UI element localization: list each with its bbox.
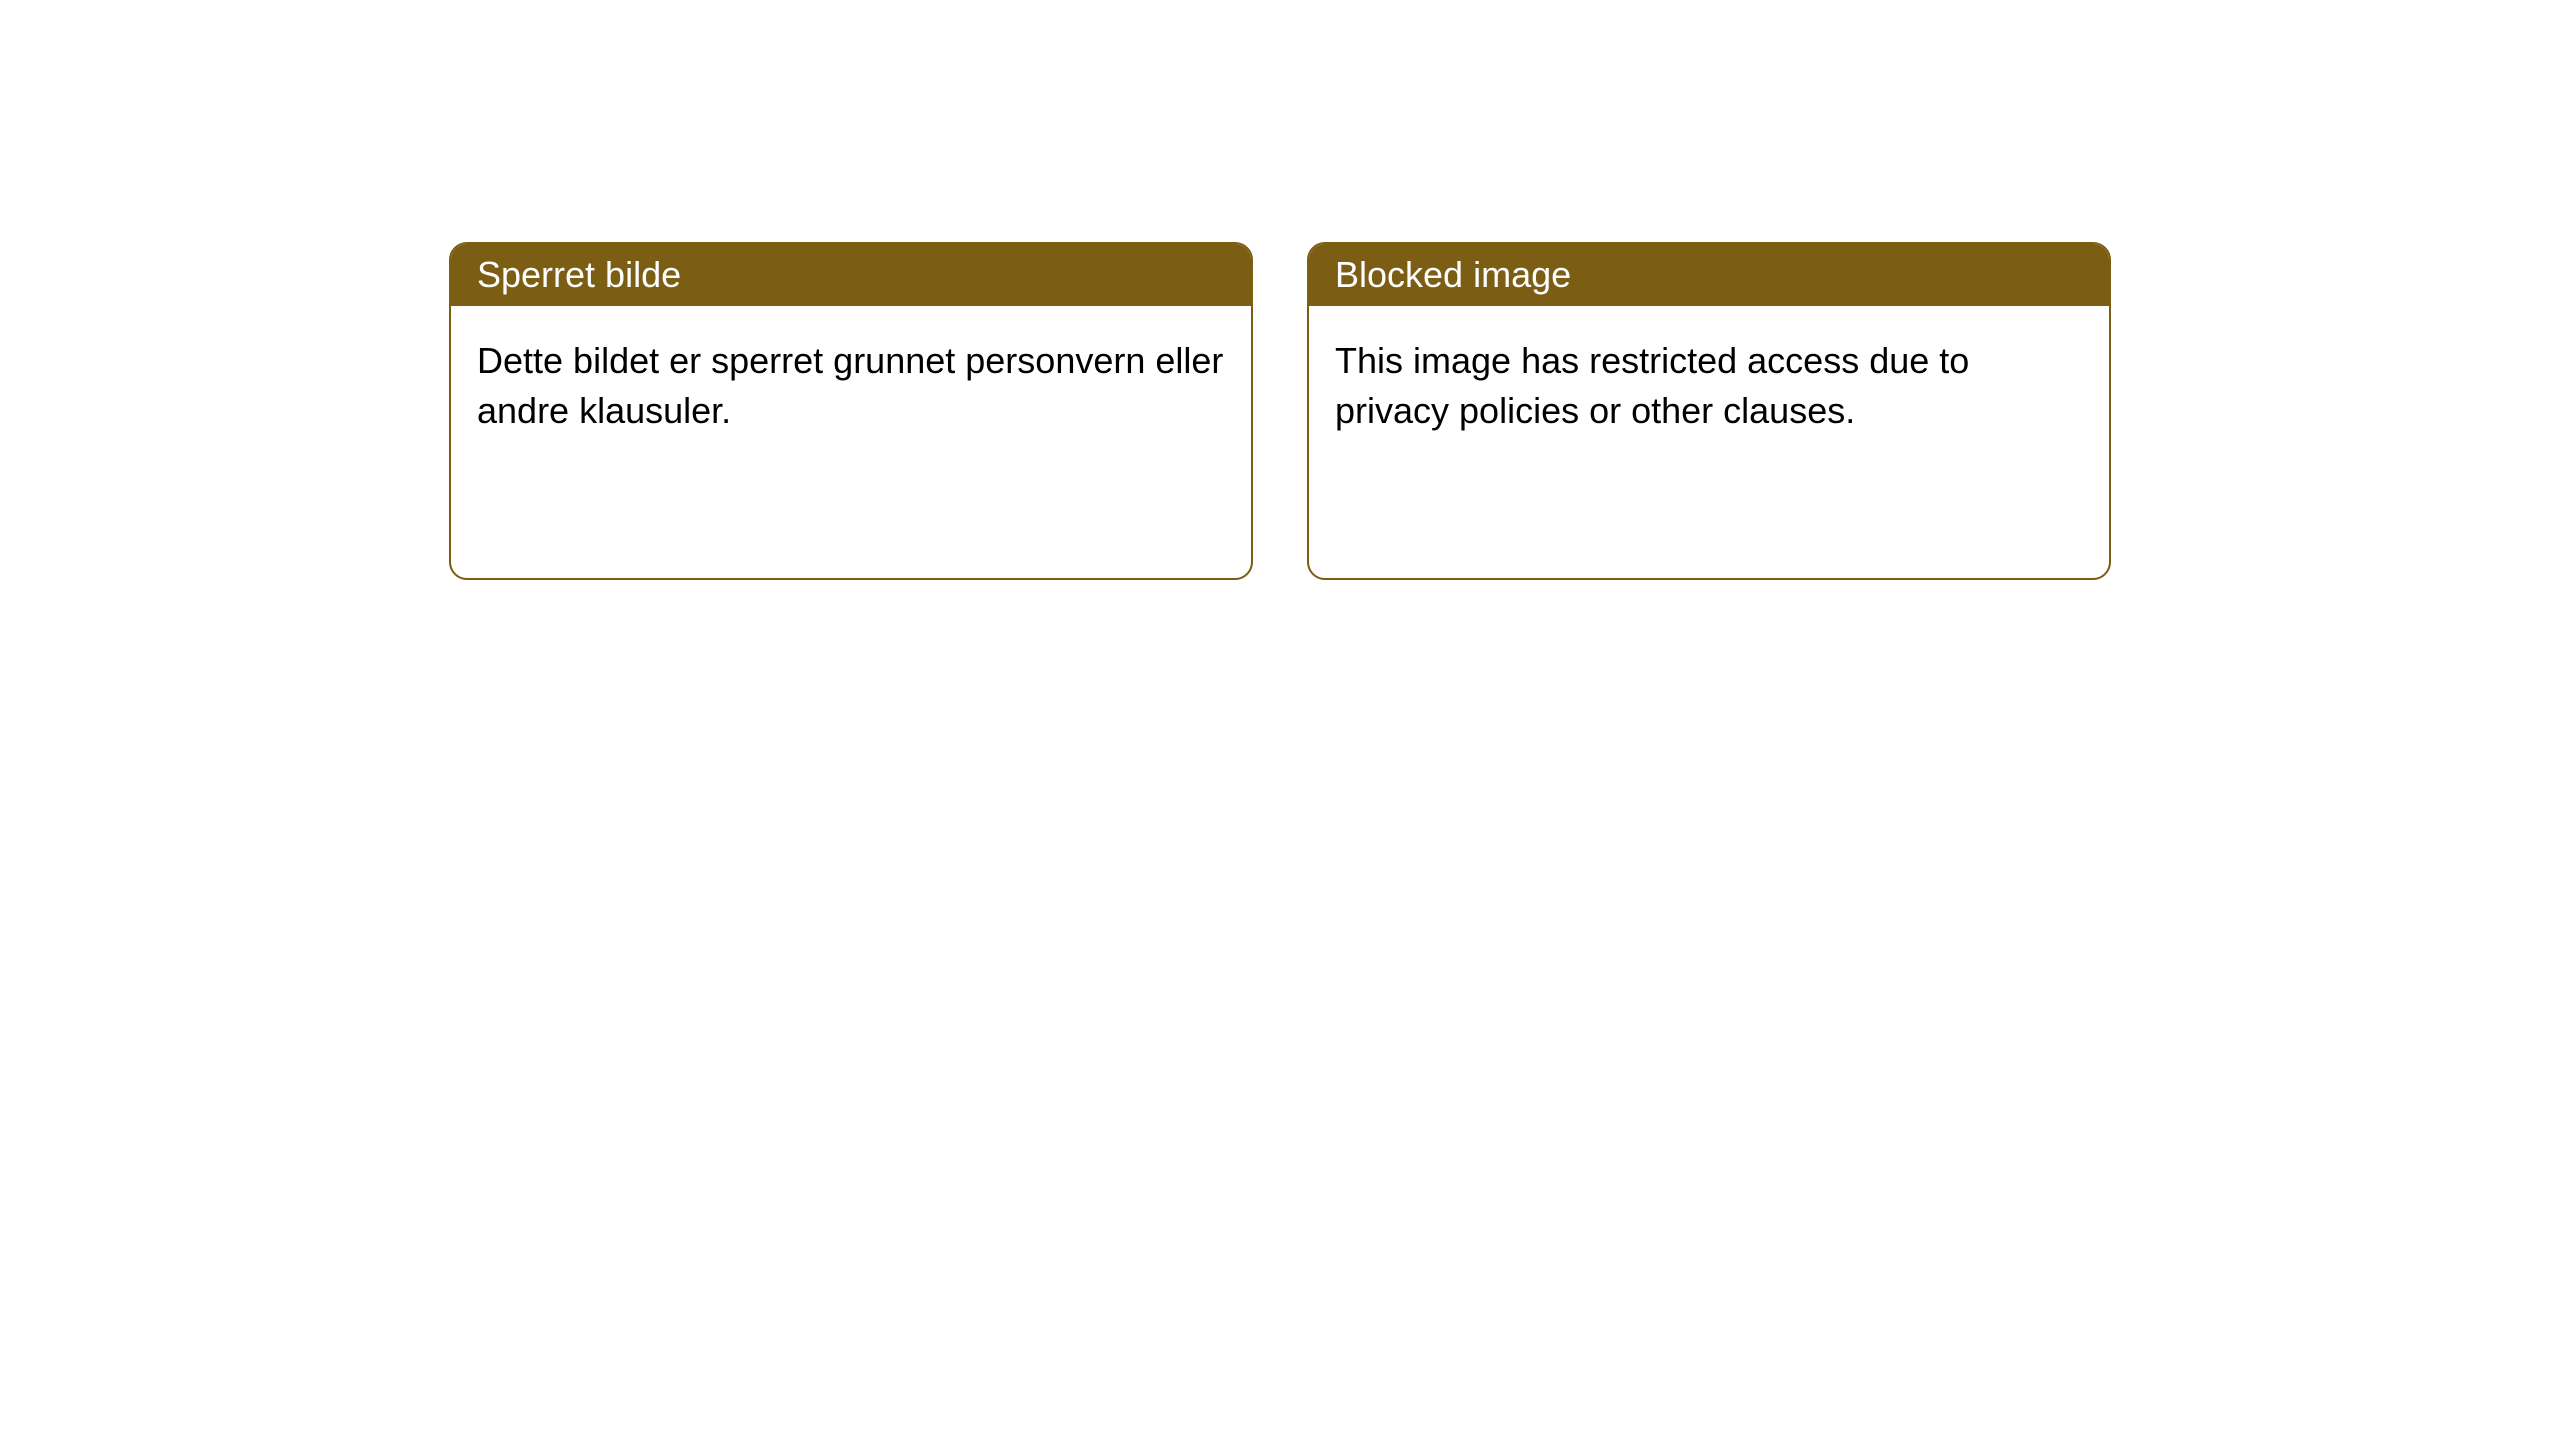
notice-card-english: Blocked image This image has restricted …: [1307, 242, 2111, 580]
notice-cards-container: Sperret bilde Dette bildet er sperret gr…: [449, 242, 2111, 580]
notice-body-english: This image has restricted access due to …: [1309, 306, 2109, 467]
notice-body-norwegian: Dette bildet er sperret grunnet personve…: [451, 306, 1251, 467]
notice-header-english: Blocked image: [1309, 244, 2109, 306]
notice-header-norwegian: Sperret bilde: [451, 244, 1251, 306]
notice-card-norwegian: Sperret bilde Dette bildet er sperret gr…: [449, 242, 1253, 580]
